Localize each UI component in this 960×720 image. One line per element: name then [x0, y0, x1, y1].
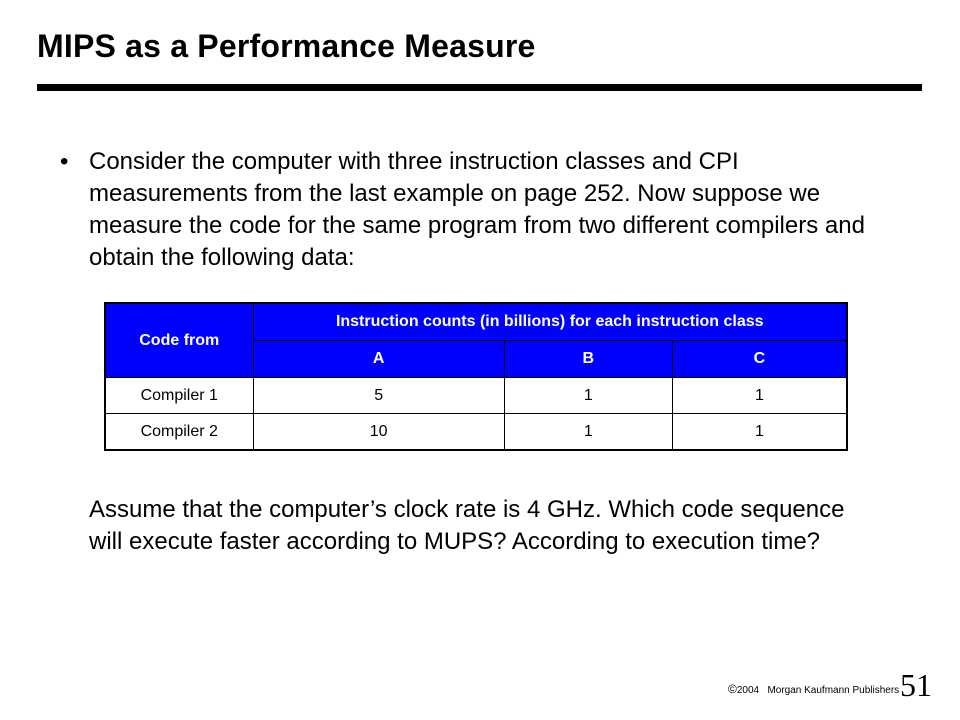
header-code-from: Code from: [104, 302, 254, 378]
table-row: Compiler 2 10 1 1: [104, 413, 848, 451]
instruction-count-table: Code from Instruction counts (in billion…: [104, 302, 848, 451]
header-class-a: A: [252, 340, 505, 378]
header-instruction-counts: Instruction counts (in billions) for eac…: [252, 302, 848, 341]
cell-class-b: 1: [503, 377, 673, 414]
intro-paragraph: Consider the computer with three instruc…: [89, 148, 865, 271]
slide-title: MIPS as a Performance Measure: [37, 28, 536, 64]
row-label: Compiler 1: [104, 377, 254, 414]
cell-class-a: 5: [252, 377, 505, 414]
copyright-year: 2004: [736, 685, 760, 696]
copyright-footer: ©2004 Morgan Kaufmann Publishers: [728, 682, 899, 696]
cell-class-a: 10: [252, 413, 505, 451]
title-divider: [37, 84, 922, 91]
cell-class-b: 1: [503, 413, 673, 451]
cell-class-c: 1: [671, 413, 848, 451]
copyright-symbol: ©: [728, 682, 737, 696]
page-number: 51: [900, 667, 932, 703]
cell-class-c: 1: [671, 377, 848, 414]
row-label: Compiler 2: [104, 413, 254, 451]
header-class-b: B: [503, 340, 673, 378]
question-paragraph: Assume that the computer’s clock rate is…: [89, 496, 845, 555]
header-class-c: C: [671, 340, 848, 378]
publisher-name: Morgan Kaufmann Publishers: [767, 685, 900, 696]
bullet-marker: •: [60, 148, 69, 175]
table-row: Compiler 1 5 1 1: [104, 377, 848, 414]
